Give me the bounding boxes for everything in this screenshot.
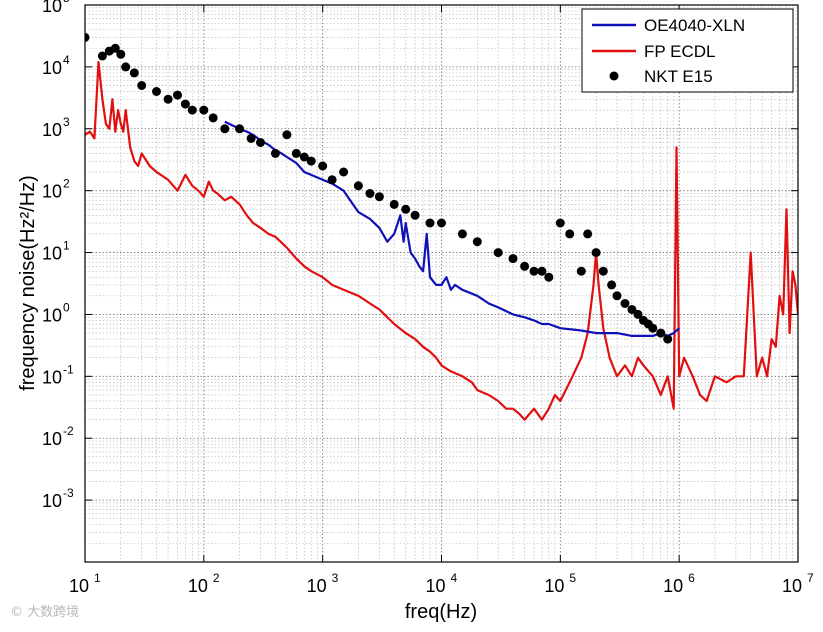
x-tick-exponent: 6 [688, 571, 695, 585]
nkt-e15-point [130, 68, 139, 77]
nkt-e15-point [307, 157, 316, 166]
legend-marker-nkt-e15 [610, 72, 619, 81]
x-tick-label: 10 [307, 576, 327, 596]
nkt-e15-point [256, 138, 265, 147]
y-tick-exponent: 5 [63, 0, 70, 5]
nkt-e15-point [328, 175, 337, 184]
nkt-e15-point [520, 262, 529, 271]
y-tick-exponent: -1 [63, 362, 74, 376]
nkt-e15-point [599, 267, 608, 276]
nkt-e15-point [235, 124, 244, 133]
x-tick-label: 10 [663, 576, 683, 596]
nkt-e15-point [220, 124, 229, 133]
nkt-e15-point [401, 205, 410, 214]
nkt-e15-point [473, 237, 482, 246]
nkt-e15-point [494, 248, 503, 257]
nkt-e15-point [458, 229, 467, 238]
x-tick-label: 10 [544, 576, 564, 596]
nkt-e15-point [621, 299, 630, 308]
nkt-e15-point [592, 248, 601, 257]
nkt-e15-point [137, 81, 146, 90]
y-tick-exponent: 2 [63, 177, 70, 191]
x-tick-label: 10 [425, 576, 445, 596]
nkt-e15-point [339, 168, 348, 177]
nkt-e15-point [282, 130, 291, 139]
legend-label-fp-ecdl: FP ECDL [644, 42, 716, 61]
x-tick-exponent: 7 [807, 571, 814, 585]
x-tick-exponent: 5 [569, 571, 576, 585]
y-tick-label: 10 [42, 367, 62, 387]
nkt-e15-point [209, 113, 218, 122]
y-tick-label: 10 [42, 305, 62, 325]
nkt-e15-point [188, 106, 197, 115]
y-tick-label: 10 [42, 244, 62, 264]
x-tick-label: 10 [782, 576, 802, 596]
nkt-e15-point [607, 280, 616, 289]
nkt-e15-point [530, 267, 539, 276]
nkt-e15-point [390, 200, 399, 209]
nkt-e15-point [173, 91, 182, 100]
chart-background [0, 0, 823, 632]
nkt-e15-point [199, 106, 208, 115]
nkt-e15-point [411, 211, 420, 220]
nkt-e15-point [648, 324, 657, 333]
nkt-e15-point [577, 267, 586, 276]
x-tick-exponent: 2 [213, 571, 220, 585]
legend: OE4040-XLN FP ECDL NKT E15 [582, 9, 793, 92]
x-tick-exponent: 1 [94, 571, 101, 585]
nkt-e15-point [426, 219, 435, 228]
nkt-e15-point [116, 50, 125, 59]
nkt-e15-point [375, 192, 384, 201]
y-tick-exponent: 4 [63, 53, 70, 67]
nkt-e15-point [556, 219, 565, 228]
nkt-e15-point [366, 189, 375, 198]
watermark: © 大数跨境 [10, 601, 79, 620]
y-tick-exponent: 1 [63, 239, 70, 253]
nkt-e15-point [271, 149, 280, 158]
nkt-e15-point [537, 267, 546, 276]
nkt-e15-point [152, 87, 161, 96]
y-tick-exponent: -3 [63, 486, 74, 500]
nkt-e15-point [292, 149, 301, 158]
nkt-e15-point [565, 229, 574, 238]
nkt-e15-point [544, 273, 553, 282]
nkt-e15-point [583, 229, 592, 238]
y-tick-label: 10 [42, 0, 62, 16]
nkt-e15-point [164, 95, 173, 104]
y-tick-label: 10 [42, 58, 62, 78]
nkt-e15-point [354, 181, 363, 190]
x-axis-title: freq(Hz) [405, 601, 477, 623]
nkt-e15-point [121, 62, 130, 71]
nkt-e15-point [509, 254, 518, 263]
nkt-e15-point [613, 291, 622, 300]
y-tick-exponent: 0 [63, 300, 70, 314]
y-tick-label: 10 [42, 491, 62, 511]
y-axis-title: frequency noise(Hz²/Hz) [17, 175, 39, 391]
y-tick-exponent: -2 [63, 424, 74, 438]
nkt-e15-point [181, 100, 190, 109]
y-tick-label: 10 [42, 120, 62, 140]
nkt-e15-point [656, 329, 665, 338]
legend-label-oe4040: OE4040-XLN [644, 16, 745, 35]
legend-label-nkt-e15: NKT E15 [644, 67, 713, 86]
nkt-e15-point [663, 335, 672, 344]
y-tick-exponent: 3 [63, 115, 70, 129]
y-tick-label: 10 [42, 182, 62, 202]
nkt-e15-point [247, 134, 256, 143]
frequency-noise-chart: 10 1 10 2 10 3 10 4 10 5 10 6 10 7 10-310-210-1100101… [0, 0, 823, 632]
x-tick-label: 10 [188, 576, 208, 596]
x-tick-exponent: 4 [451, 571, 458, 585]
y-tick-label: 10 [42, 429, 62, 449]
nkt-e15-point [437, 219, 446, 228]
x-tick-exponent: 3 [332, 571, 339, 585]
x-tick-label: 10 [69, 576, 89, 596]
nkt-e15-point [318, 162, 327, 171]
